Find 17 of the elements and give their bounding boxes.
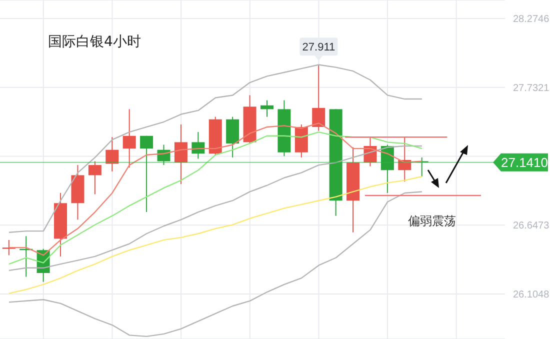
y-tick-label: 28.2746 bbox=[513, 14, 550, 26]
y-tick-label: 26.1048 bbox=[513, 290, 550, 300]
candlestick bbox=[312, 64, 326, 132]
candlestick bbox=[260, 100, 274, 118]
text: 国际白银4小时 bbox=[48, 33, 141, 51]
candlestick bbox=[88, 160, 102, 195]
candlestick bbox=[122, 108, 136, 168]
candlestick bbox=[174, 124, 188, 185]
annotation: 偏弱震荡 bbox=[408, 213, 456, 230]
ref-line-label: 27.1410 bbox=[501, 154, 548, 170]
candlestick bbox=[2, 239, 16, 256]
y-tick-label: 27.7321 bbox=[513, 82, 550, 94]
candlestick bbox=[192, 132, 205, 160]
y-tick-label: 26.6473 bbox=[513, 220, 550, 232]
candlestick bbox=[106, 136, 119, 172]
annotation: 27.911 bbox=[302, 42, 336, 54]
candlestick bbox=[140, 135, 154, 213]
